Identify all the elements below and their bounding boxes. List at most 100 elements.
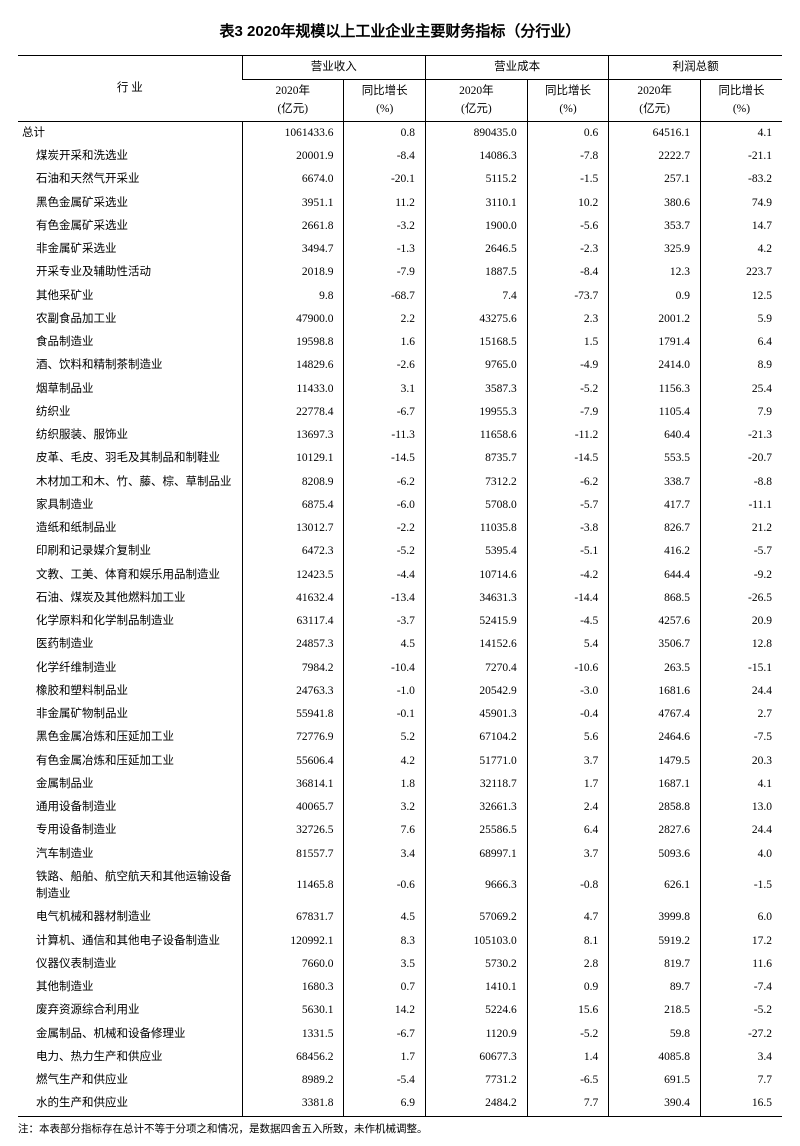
table-row: 专用设备制造业32726.57.625586.56.42827.624.4 <box>18 819 782 842</box>
value-cell: 2.2 <box>344 308 425 331</box>
value-cell: 1105.4 <box>609 401 701 424</box>
value-cell: 691.5 <box>609 1069 701 1092</box>
industry-cell: 金属制品、机械和设备修理业 <box>18 1023 242 1046</box>
value-cell: 40065.7 <box>242 796 344 819</box>
value-cell: 5.6 <box>527 726 608 749</box>
value-cell: 74.9 <box>700 192 782 215</box>
industry-cell: 文教、工美、体育和娱乐用品制造业 <box>18 564 242 587</box>
table-row: 农副食品加工业47900.02.243275.62.32001.25.9 <box>18 308 782 331</box>
table-row: 橡胶和塑料制品业24763.3-1.020542.9-3.01681.624.4 <box>18 680 782 703</box>
value-cell: 4767.4 <box>609 703 701 726</box>
table-row: 木材加工和木、竹、藤、棕、草制品业8208.9-6.27312.2-6.2338… <box>18 471 782 494</box>
value-cell: 2827.6 <box>609 819 701 842</box>
value-cell: 9666.3 <box>425 866 527 907</box>
industry-cell: 电力、热力生产和供应业 <box>18 1046 242 1069</box>
value-cell: -5.4 <box>344 1069 425 1092</box>
industry-cell: 黑色金属矿采选业 <box>18 192 242 215</box>
value-cell: 868.5 <box>609 587 701 610</box>
industry-cell: 仪器仪表制造业 <box>18 953 242 976</box>
value-cell: 15.6 <box>527 999 608 1022</box>
header-industry: 行 业 <box>18 56 242 122</box>
value-cell: 89.7 <box>609 976 701 999</box>
value-cell: 68456.2 <box>242 1046 344 1069</box>
industry-cell: 水的生产和供应业 <box>18 1092 242 1116</box>
value-cell: 338.7 <box>609 471 701 494</box>
industry-cell: 通用设备制造业 <box>18 796 242 819</box>
table-row: 其他制造业1680.30.71410.10.989.7-7.4 <box>18 976 782 999</box>
value-cell: 68997.1 <box>425 843 527 866</box>
value-cell: 3.4 <box>700 1046 782 1069</box>
value-cell: 8735.7 <box>425 447 527 470</box>
value-cell: -5.6 <box>527 215 608 238</box>
header-profit-growth: 同比增长(%) <box>700 80 782 122</box>
value-cell: 5115.2 <box>425 168 527 191</box>
value-cell: 4.0 <box>700 843 782 866</box>
value-cell: 5093.6 <box>609 843 701 866</box>
table-row: 金属制品业36814.11.832118.71.71687.14.1 <box>18 773 782 796</box>
value-cell: 3.7 <box>527 843 608 866</box>
value-cell: -1.5 <box>527 168 608 191</box>
value-cell: 626.1 <box>609 866 701 907</box>
value-cell: 3.5 <box>344 953 425 976</box>
value-cell: -14.5 <box>344 447 425 470</box>
table-row: 黑色金属冶炼和压延加工业72776.95.267104.25.62464.6-7… <box>18 726 782 749</box>
value-cell: 13.0 <box>700 796 782 819</box>
value-cell: 553.5 <box>609 447 701 470</box>
value-cell: 19955.3 <box>425 401 527 424</box>
value-cell: 5708.0 <box>425 494 527 517</box>
value-cell: 32118.7 <box>425 773 527 796</box>
value-cell: 120992.1 <box>242 930 344 953</box>
value-cell: -9.2 <box>700 564 782 587</box>
industry-cell: 非金属矿物制品业 <box>18 703 242 726</box>
value-cell: -5.1 <box>527 540 608 563</box>
value-cell: 6875.4 <box>242 494 344 517</box>
header-cost-year: 2020年(亿元) <box>425 80 527 122</box>
value-cell: 2414.0 <box>609 354 701 377</box>
value-cell: -5.2 <box>527 1023 608 1046</box>
value-cell: -4.4 <box>344 564 425 587</box>
value-cell: 45901.3 <box>425 703 527 726</box>
value-cell: 67104.2 <box>425 726 527 749</box>
value-cell: 0.7 <box>344 976 425 999</box>
value-cell: 52415.9 <box>425 610 527 633</box>
value-cell: -11.1 <box>700 494 782 517</box>
value-cell: 21.2 <box>700 517 782 540</box>
industry-cell: 石油和天然气开采业 <box>18 168 242 191</box>
table-row: 汽车制造业81557.73.468997.13.75093.64.0 <box>18 843 782 866</box>
value-cell: -1.3 <box>344 238 425 261</box>
table-row: 石油、煤炭及其他燃料加工业41632.4-13.434631.3-14.4868… <box>18 587 782 610</box>
value-cell: 4257.6 <box>609 610 701 633</box>
table-row: 有色金属冶炼和压延加工业55606.44.251771.03.71479.520… <box>18 750 782 773</box>
value-cell: -5.7 <box>527 494 608 517</box>
header-cost-growth: 同比增长(%) <box>527 80 608 122</box>
value-cell: 1479.5 <box>609 750 701 773</box>
table-row: 酒、饮料和精制茶制造业14829.6-2.69765.0-4.92414.08.… <box>18 354 782 377</box>
value-cell: 7312.2 <box>425 471 527 494</box>
value-cell: -1.5 <box>700 866 782 907</box>
value-cell: 8.1 <box>527 930 608 953</box>
industry-cell: 石油、煤炭及其他燃料加工业 <box>18 587 242 610</box>
value-cell: -68.7 <box>344 285 425 308</box>
industry-cell: 有色金属冶炼和压延加工业 <box>18 750 242 773</box>
value-cell: 819.7 <box>609 953 701 976</box>
value-cell: 0.8 <box>344 121 425 145</box>
value-cell: -3.8 <box>527 517 608 540</box>
value-cell: 0.9 <box>527 976 608 999</box>
industry-cell: 专用设备制造业 <box>18 819 242 842</box>
value-cell: -4.9 <box>527 354 608 377</box>
value-cell: -5.2 <box>700 999 782 1022</box>
value-cell: -5.7 <box>700 540 782 563</box>
value-cell: 43275.6 <box>425 308 527 331</box>
value-cell: 10.2 <box>527 192 608 215</box>
industry-cell: 废弃资源综合利用业 <box>18 999 242 1022</box>
value-cell: 7731.2 <box>425 1069 527 1092</box>
value-cell: 32726.5 <box>242 819 344 842</box>
industry-cell: 橡胶和塑料制品业 <box>18 680 242 703</box>
value-cell: 417.7 <box>609 494 701 517</box>
value-cell: -6.2 <box>344 471 425 494</box>
header-rev-year: 2020年(亿元) <box>242 80 344 122</box>
table-row: 化学纤维制造业7984.2-10.47270.4-10.6263.5-15.1 <box>18 657 782 680</box>
value-cell: -11.3 <box>344 424 425 447</box>
value-cell: 36814.1 <box>242 773 344 796</box>
value-cell: 64516.1 <box>609 121 701 145</box>
